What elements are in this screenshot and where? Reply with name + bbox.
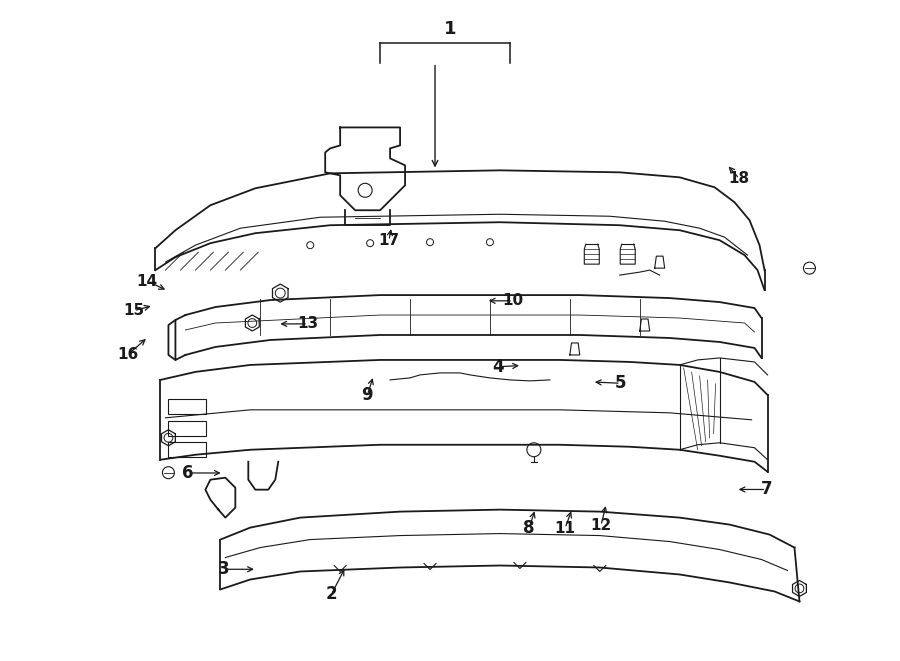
Text: 12: 12 <box>590 518 612 533</box>
Bar <box>168 421 206 436</box>
Text: 3: 3 <box>218 561 230 578</box>
Bar <box>168 399 206 414</box>
Text: 10: 10 <box>502 293 524 308</box>
Text: 16: 16 <box>118 347 139 362</box>
Text: 8: 8 <box>523 520 535 537</box>
Text: 2: 2 <box>326 586 338 603</box>
Text: 7: 7 <box>760 481 772 498</box>
Text: 17: 17 <box>378 233 400 249</box>
Text: 18: 18 <box>729 171 750 186</box>
Text: 4: 4 <box>491 358 503 376</box>
Text: 5: 5 <box>615 374 626 392</box>
Text: 13: 13 <box>298 317 319 331</box>
Bar <box>168 442 206 457</box>
Text: 11: 11 <box>554 521 575 536</box>
Text: 9: 9 <box>362 386 374 404</box>
Text: 15: 15 <box>123 303 144 318</box>
Text: 14: 14 <box>137 274 157 289</box>
Text: 1: 1 <box>444 20 456 38</box>
Text: 6: 6 <box>182 464 194 482</box>
